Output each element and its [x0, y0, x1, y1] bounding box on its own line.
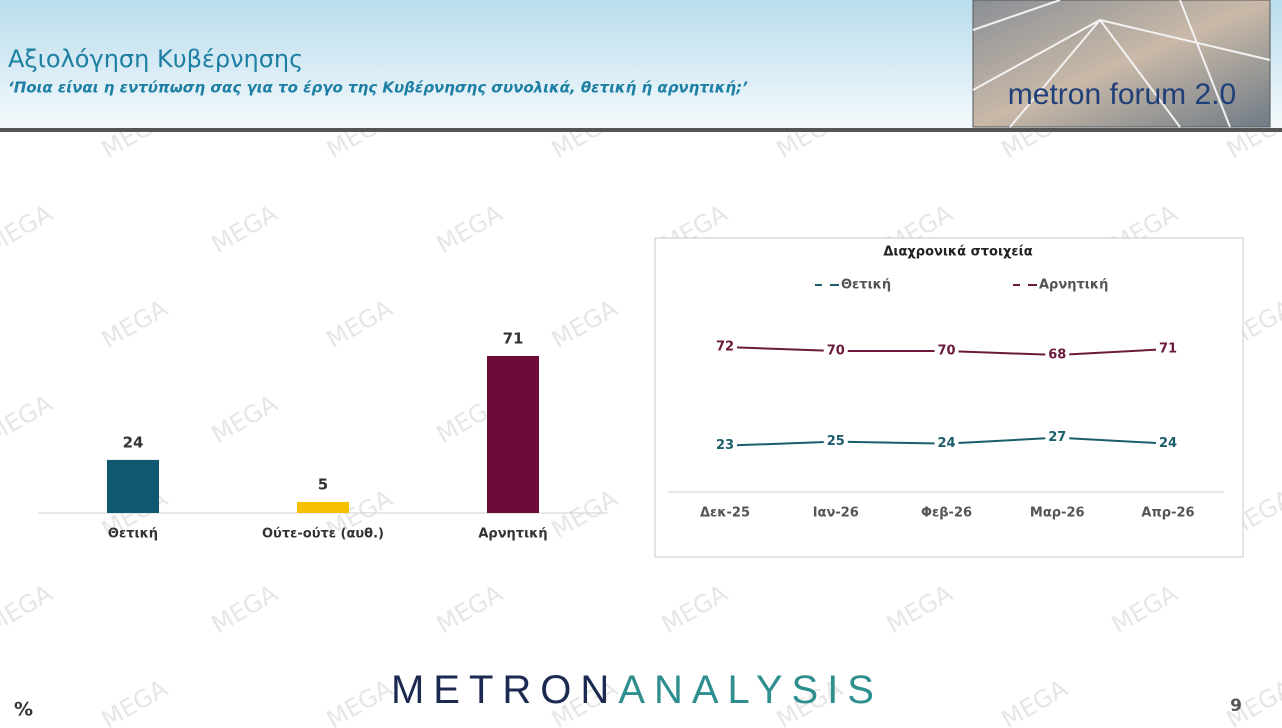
- value-label: 71: [1159, 342, 1177, 357]
- unit: %: [14, 699, 33, 721]
- value-label: 25: [827, 434, 845, 449]
- watermark: MEGA: [657, 579, 733, 639]
- value-label: 70: [827, 344, 845, 359]
- watermark: MEGA: [207, 579, 283, 639]
- watermark: MEGA: [432, 579, 508, 639]
- value-label: 5: [318, 475, 328, 493]
- watermark: MEGA: [0, 199, 58, 259]
- label-bg: [713, 338, 737, 356]
- label-bg: [823, 342, 848, 361]
- label-bg: [1156, 434, 1180, 453]
- brand-first: METRON: [391, 668, 618, 712]
- watermark: MEGA: [1107, 579, 1183, 639]
- line-chart-frame: [654, 237, 1244, 558]
- watermark: MEGA: [547, 294, 623, 354]
- category-label: Μαρ-26: [1030, 506, 1085, 521]
- watermark: MEGA: [97, 674, 173, 728]
- bar: [487, 356, 539, 513]
- title: Αξιολόγηση Κυβέρνησης: [8, 45, 303, 73]
- label-bg: [934, 342, 959, 361]
- label-bg: [1045, 428, 1070, 447]
- bar: [297, 501, 349, 513]
- category-label: Θετική: [108, 527, 158, 542]
- legend-label: Θετική: [841, 278, 891, 293]
- watermark: MEGA: [207, 389, 283, 449]
- category-label: Αρνητική: [478, 527, 547, 542]
- line-chart-title: Διαχρονικά στοιχεία: [883, 245, 1032, 260]
- watermark: MEGA: [997, 674, 1073, 728]
- label-bg: [1045, 346, 1070, 365]
- label-bg: [823, 432, 848, 451]
- logo: metron forum 2.0: [972, 0, 1271, 128]
- line-chart: Δεκ-25 Ιαν-26 Φεβ-26 Μαρ-26 Απρ-26 Θετική 23 25…: [700, 278, 1195, 521]
- watermark: MEGA: [0, 389, 58, 449]
- category-label: Ιαν-26: [813, 506, 859, 521]
- value-label: 27: [1048, 430, 1066, 445]
- watermark: MEGA: [322, 674, 398, 728]
- value-label: 70: [937, 344, 955, 359]
- value-label: 24: [937, 436, 955, 451]
- brand-second: ANALYSIS: [618, 668, 883, 712]
- logo-text: metron forum 2.0: [1008, 78, 1236, 111]
- value-label: 24: [1159, 436, 1177, 451]
- category-label: Δεκ-25: [700, 506, 750, 521]
- page-number: 9: [1230, 696, 1242, 716]
- watermark: MEGA: [0, 579, 58, 639]
- label-bg: [934, 434, 959, 453]
- legend-label: Αρνητική: [1039, 278, 1108, 293]
- bar-chart: 24 Θετική 5 Ούτε-ούτε (αυθ.) 71 Αρνητική: [107, 330, 548, 542]
- value-label: 72: [716, 340, 734, 355]
- bar: [107, 459, 159, 513]
- watermark: MEGA: [547, 484, 623, 544]
- watermark: MEGA: [882, 579, 958, 639]
- brand: METRONANALYSIS: [391, 668, 883, 712]
- category-label: Απρ-26: [1141, 506, 1194, 521]
- value-label: 23: [716, 438, 734, 453]
- value-label: 68: [1048, 348, 1066, 363]
- watermark: MEGA: [97, 294, 173, 354]
- category-label: Φεβ-26: [921, 506, 972, 521]
- value-label: 71: [503, 330, 524, 348]
- subtitle: ‘Ποια είναι η εντύπωση σας για το έργο τ…: [8, 79, 748, 97]
- watermark: MEGA: [207, 199, 283, 259]
- value-label: 24: [123, 433, 144, 451]
- category-label: Ούτε-ούτε (αυθ.): [262, 527, 384, 542]
- header-rule: [0, 128, 1282, 132]
- watermark: MEGA: [322, 294, 398, 354]
- label-bg: [1156, 340, 1180, 359]
- watermark: MEGA: [432, 199, 508, 259]
- label-bg: [713, 436, 737, 455]
